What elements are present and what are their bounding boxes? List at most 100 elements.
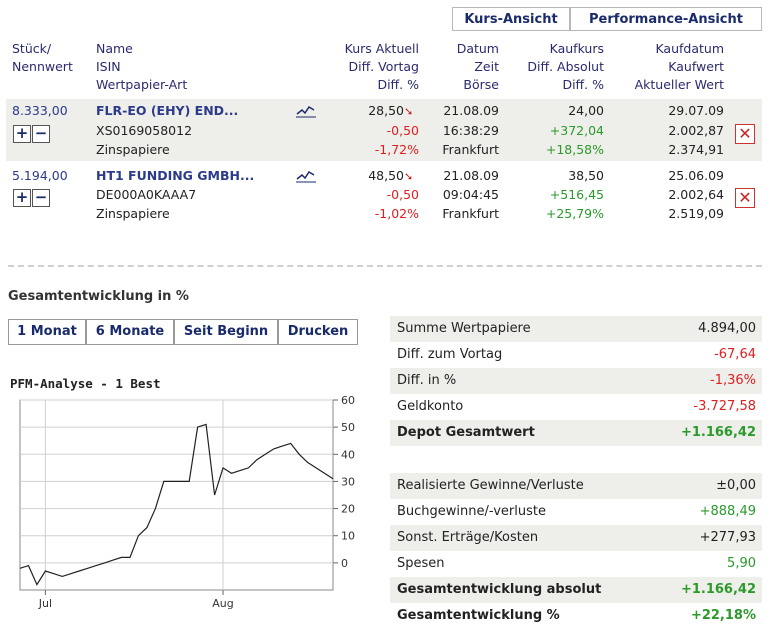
diff-vortag: -0,50	[386, 187, 419, 202]
summary-label: Depot Gesamtwert	[397, 425, 535, 440]
security-name-link[interactable]: FLR-EO (EHY) END...	[96, 103, 239, 118]
y-tick-label: 10	[341, 530, 355, 543]
summary-row: Depot Gesamtwert +1.166,42	[390, 420, 762, 446]
summary-label: Summe Wertpapiere	[397, 321, 531, 336]
summary-value: +888,49	[699, 504, 756, 519]
diff-absolut-pct: +25,79%	[545, 206, 604, 221]
summary-row: Gesamtentwicklung % +22,18%	[390, 603, 762, 629]
plus-button[interactable]: +	[13, 125, 31, 143]
summary-row: Geldkonto -3.727,58	[390, 394, 762, 420]
y-tick-label: 20	[341, 503, 355, 516]
security-name-link[interactable]: HT1 FUNDING GMBH...	[96, 168, 255, 183]
datum: 21.08.09	[443, 168, 499, 183]
summary-row: Diff. zum Vortag -67,64	[390, 342, 762, 368]
summary-row: Buchgewinne/-verluste +888,49	[390, 499, 762, 525]
summary-row: Spesen 5,90	[390, 551, 762, 577]
wertpapier-art: Zinspapiere	[96, 206, 170, 221]
diff-absolut-pct: +18,58%	[545, 142, 604, 157]
summary-value: +1.166,42	[680, 425, 756, 440]
chart-title: PFM-Analyse - 1 Best	[10, 376, 161, 391]
kurs-aktuell: 48,50	[368, 168, 404, 183]
diff-vortag: -0,50	[386, 123, 419, 138]
minus-button[interactable]: −	[32, 125, 50, 143]
divider	[8, 265, 762, 267]
kaufwert: 2.002,87	[668, 123, 724, 138]
summary-row: Realisierte Gewinne/Verluste ±0,00	[390, 473, 762, 499]
summary-value: 4.894,00	[698, 321, 756, 336]
x-tick-label: Jul	[38, 597, 52, 610]
summary-value: 5,90	[727, 556, 756, 571]
range-seit-beginn-button[interactable]: Seit Beginn	[174, 319, 278, 345]
boerse: Frankfurt	[442, 206, 499, 221]
table-row	[6, 99, 762, 161]
stueck-value: 8.333,00	[12, 103, 68, 118]
down-arrow-icon: ➘	[404, 170, 414, 183]
summary-label: Spesen	[397, 556, 445, 571]
drucken-button[interactable]: Drucken	[278, 319, 358, 345]
summary-row: Gesamtentwicklung absolut +1.166,42	[390, 577, 762, 603]
stueck-value: 5.194,00	[12, 168, 68, 183]
diff-pct: -1,72%	[374, 142, 419, 157]
kaufdatum: 29.07.09	[668, 103, 724, 118]
summary-label: Realisierte Gewinne/Verluste	[397, 478, 584, 493]
header-name: Name ISIN Wertpapier-Art	[96, 41, 188, 92]
summary-label: Diff. zum Vortag	[397, 347, 503, 362]
datum: 21.08.09	[443, 103, 499, 118]
header-kurs: Kurs Aktuell Diff. Vortag Diff. %	[344, 41, 419, 92]
diff-absolut: +516,45	[549, 187, 604, 202]
performance-chart: 0 10 20 30 40 50 60 Jul Aug	[19, 394, 355, 610]
aktueller-wert: 2.374,91	[668, 142, 724, 157]
summary-label: Gesamtentwicklung absolut	[397, 582, 602, 597]
summary-value: -3.727,58	[693, 399, 756, 414]
header-stueck: Stück/Nennwert	[12, 41, 73, 74]
header-datum: Datum Zeit Börse	[456, 41, 499, 92]
isin-value: DE000A0KAAA7	[96, 187, 197, 202]
summary-label: Buchgewinne/-verluste	[397, 504, 546, 519]
summary-label: Diff. in %	[397, 373, 457, 388]
kurs-aktuell: 28,50	[368, 103, 404, 118]
summary-value: +277,93	[699, 530, 756, 545]
y-tick-label: 40	[341, 448, 355, 461]
series-line	[19, 423, 334, 586]
minus-button[interactable]: −	[32, 189, 50, 207]
y-tick-label: 0	[341, 557, 348, 570]
y-tick-label: 50	[341, 421, 355, 434]
plot-frame	[19, 399, 334, 591]
delete-button[interactable]: ✕	[735, 124, 755, 144]
summary-row: Summe Wertpapiere 4.894,00	[390, 316, 762, 342]
header-kaufkurs: Kaufkurs Diff. Absolut Diff. %	[527, 41, 604, 92]
header-kaufdatum: Kaufdatum Kaufwert Aktueller Wert	[634, 41, 724, 92]
tab-performance-ansicht[interactable]: Performance-Ansicht	[570, 7, 762, 31]
section-title: Gesamtentwicklung in %	[8, 289, 189, 304]
trend-chart-icon[interactable]	[296, 169, 316, 183]
boerse: Frankfurt	[442, 142, 499, 157]
down-arrow-icon: ➘	[404, 105, 414, 118]
range-6-monate-button[interactable]: 6 Monate	[86, 319, 174, 345]
kaufdatum: 25.06.09	[668, 168, 724, 183]
aktueller-wert: 2.519,09	[668, 206, 724, 221]
isin-value: XS0169058012	[96, 123, 193, 138]
tab-kurs-ansicht[interactable]: Kurs-Ansicht	[452, 7, 570, 31]
summary-value: +1.166,42	[680, 582, 756, 597]
diff-pct: -1,02%	[374, 206, 419, 221]
summary-value: -1,36%	[710, 373, 756, 388]
kaufwert: 2.002,64	[668, 187, 724, 202]
x-tick-label: Aug	[212, 597, 233, 610]
kaufkurs: 24,00	[568, 103, 604, 118]
summary-label: Gesamtentwicklung %	[397, 608, 560, 623]
summary-value: ±0,00	[716, 478, 756, 493]
plus-button[interactable]: +	[13, 189, 31, 207]
range-1-monat-button[interactable]: 1 Monat	[8, 319, 86, 345]
summary-value: +22,18%	[690, 608, 756, 623]
summary-label: Sonst. Erträge/Kosten	[397, 530, 539, 545]
y-tick-label: 60	[341, 394, 355, 407]
trend-chart-icon[interactable]	[296, 104, 316, 118]
diff-absolut: +372,04	[549, 123, 604, 138]
summary-row: Sonst. Erträge/Kosten +277,93	[390, 525, 762, 551]
y-tick-label: 30	[341, 475, 355, 488]
kaufkurs: 38,50	[568, 168, 604, 183]
zeit: 09:04:45	[442, 187, 499, 202]
zeit: 16:38:29	[442, 123, 499, 138]
wertpapier-art: Zinspapiere	[96, 142, 170, 157]
delete-button[interactable]: ✕	[735, 188, 755, 208]
